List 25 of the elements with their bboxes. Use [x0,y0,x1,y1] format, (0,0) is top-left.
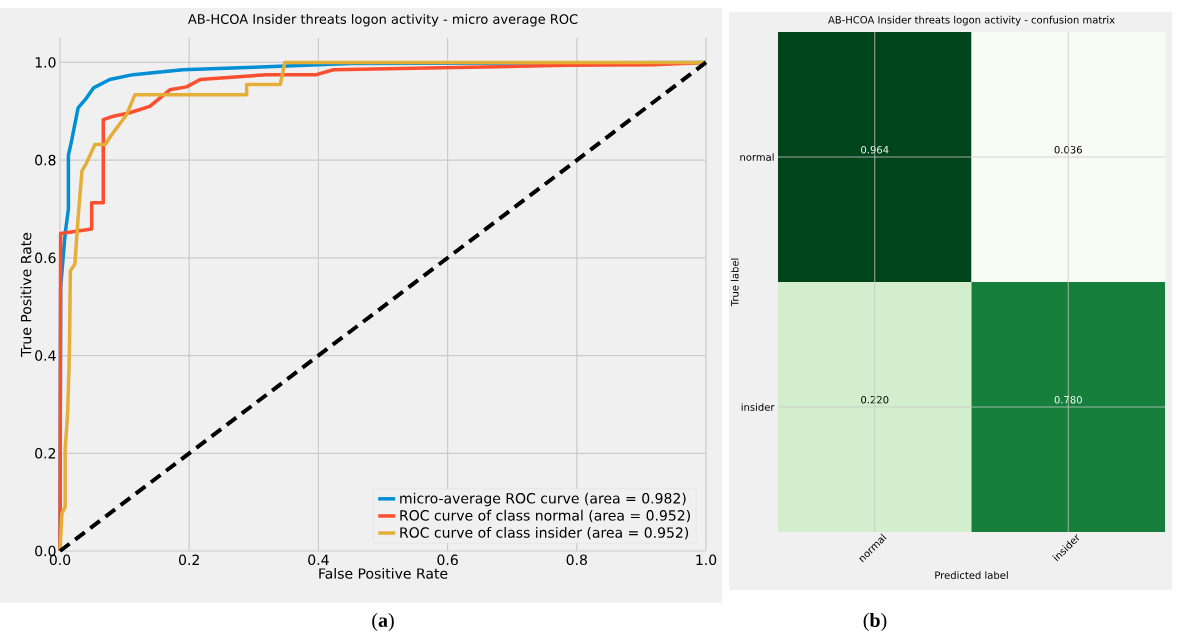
legend-label: micro-average ROC curve (area = 0.982) [400,492,686,507]
x-axis-title: False Positive Rate [319,567,448,579]
chart-title: AB-HCOA Insider threats logon activity - confusion matrix [828,15,1115,26]
legend-label: ROC curve of class normal (area = 0.952) [400,509,690,523]
data-label: 0.964 [861,145,889,154]
x-tick-label: 0.6 [437,554,458,566]
y-tick-label: 0.4 [35,350,56,361]
y-tick-label: 1.0 [35,57,56,68]
x-tick-label: 0.4 [308,554,329,566]
data-label: 0.780 [1054,395,1082,404]
chart-title: AB-HCOA Insider threats logon activity - micro average ROC [188,13,578,27]
text: (b) [863,612,887,632]
x-axis-title: Predicted label [935,571,1008,579]
y-axis-title: True Positive Rate [20,232,32,357]
legend-label: ROC curve of class insider (area = 0.952) [400,526,689,540]
y-tick-label: 0.6 [35,252,56,264]
y-axis-title: True label [730,258,739,307]
x-tick-label: 0.2 [178,554,199,566]
data-label: 0.220 [861,395,889,404]
y-tick-label: 0.2 [35,447,56,459]
text: (a) [372,612,394,632]
data-label: 0.036 [1054,145,1082,154]
x-tick-label: 1.0 [696,554,717,566]
y-tick-label: 0.8 [35,154,56,166]
x-tick-label: 0.8 [566,554,587,566]
